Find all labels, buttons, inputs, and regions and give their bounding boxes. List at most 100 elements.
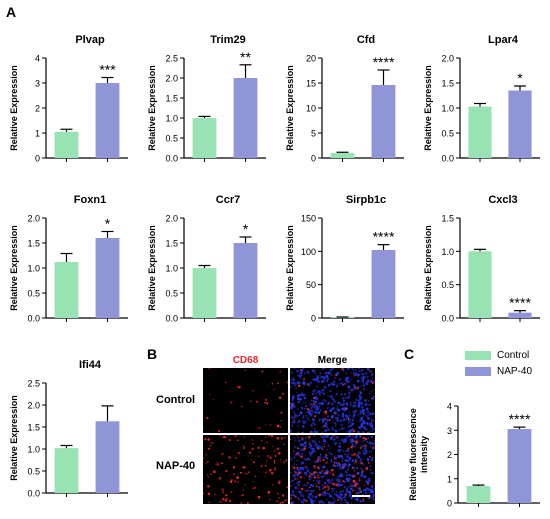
nucleus-dot (348, 392, 351, 395)
nucleus-dot (318, 500, 322, 504)
nucleus-dot (338, 480, 341, 483)
nucleus-dot (309, 381, 312, 385)
nucleus-dot (313, 369, 316, 373)
legend-swatch-control (465, 350, 491, 360)
cd68-signal-dot (318, 488, 321, 490)
cd68-signal-dot (296, 479, 298, 481)
nucleus-dot (351, 428, 354, 430)
nucleus-dot (305, 401, 307, 404)
nucleus-dot (368, 412, 372, 416)
cd68-signal-dot (302, 377, 306, 381)
y-tick-label: 1.0 (165, 114, 178, 124)
nucleus-dot (371, 456, 374, 459)
nucleus-dot (320, 446, 323, 450)
nucleus-dot (316, 378, 319, 381)
nucleus-dot (338, 492, 340, 494)
nucleus-dot (350, 487, 353, 491)
cd68-signal-dot (334, 435, 336, 437)
nucleus-dot (343, 462, 347, 466)
cd68-signal-dot (317, 447, 320, 450)
nucleus-dot (324, 368, 326, 370)
cd68-signal-dot (353, 470, 355, 472)
nucleus-dot (356, 431, 359, 433)
nucleus-dot (308, 412, 311, 415)
nucleus-dot (309, 476, 312, 479)
nucleus-dot (355, 435, 358, 438)
nucleus-dot (367, 431, 370, 433)
y-axis-label: Relative Expression (9, 65, 19, 151)
nucleus-dot (321, 493, 324, 496)
nucleus-dot (342, 409, 344, 412)
image-col-label-cd68: CD68 (232, 355, 259, 366)
cd68-signal-dot (270, 435, 274, 438)
nucleus-dot (340, 459, 343, 463)
nucleus-dot (343, 393, 347, 396)
nucleus-dot (303, 396, 307, 400)
nucleus-dot (291, 399, 294, 402)
cd68-signal-dot (360, 445, 362, 447)
nucleus-dot (333, 440, 335, 443)
nucleus-dot (368, 488, 371, 491)
nucleus-dot (312, 474, 315, 477)
nucleus-dot (365, 407, 369, 411)
nucleus-dot (343, 409, 347, 412)
cd68-signal-dot (273, 388, 275, 391)
nucleus-dot (333, 493, 336, 495)
image-nap40-merge (290, 435, 375, 504)
nucleus-dot (318, 393, 321, 396)
nucleus-dot (342, 397, 345, 400)
nucleus-dot (295, 415, 299, 418)
nucleus-dot (302, 421, 306, 425)
nucleus-dot (364, 399, 367, 402)
legend: Control NAP-40 (465, 347, 532, 379)
image-row-label-control: Control (156, 394, 196, 406)
nucleus-dot (354, 497, 356, 500)
nucleus-dot (370, 442, 374, 446)
nucleus-dot (313, 400, 315, 403)
y-tick-label: 0.5 (441, 129, 454, 139)
nucleus-dot (315, 430, 318, 433)
nucleus-dot (320, 375, 324, 379)
cd68-signal-dot (207, 476, 209, 478)
nucleus-dot (323, 399, 326, 402)
nucleus-dot (296, 481, 299, 485)
cd68-signal-dot (264, 401, 266, 404)
cd68-signal-dot (257, 455, 260, 457)
cd68-signal-dot (358, 479, 361, 482)
nucleus-dot (372, 472, 375, 475)
cd68-signal-dot (217, 429, 221, 433)
cd68-signal-dot (244, 484, 246, 486)
nucleus-dot (305, 405, 308, 408)
nucleus-dot (344, 452, 347, 456)
nucleus-dot (322, 502, 324, 504)
nucleus-dot (351, 474, 354, 478)
cd68-signal-dot (356, 454, 359, 457)
y-tick-label: 20 (306, 54, 316, 64)
cd68-signal-dot (353, 452, 357, 456)
cd68-signal-dot (218, 473, 220, 475)
cd68-signal-dot (353, 440, 356, 443)
cd68-signal-dot (252, 481, 254, 483)
nucleus-dot (305, 459, 308, 461)
nucleus-dot (303, 394, 306, 396)
nucleus-dot (368, 441, 371, 444)
nucleus-dot (310, 409, 313, 412)
nucleus-dot (332, 438, 336, 441)
bar-nap-40 (95, 421, 120, 493)
nucleus-dot (357, 415, 359, 417)
cd68-signal-dot (352, 435, 354, 437)
nucleus-dot (325, 400, 327, 403)
cd68-signal-dot (322, 491, 324, 493)
nucleus-dot (329, 447, 332, 449)
nucleus-dot (370, 489, 374, 492)
cd68-signal-dot (342, 480, 345, 483)
nucleus-dot (337, 414, 340, 417)
nucleus-dot (328, 452, 330, 454)
nucleus-dot (336, 405, 339, 408)
nucleus-dot (327, 444, 330, 447)
image-nap40-cd68 (203, 435, 288, 504)
nucleus-dot (292, 376, 294, 378)
nucleus-dot (318, 402, 321, 405)
nucleus-dot (305, 484, 308, 487)
cd68-signal-dot (271, 382, 274, 385)
